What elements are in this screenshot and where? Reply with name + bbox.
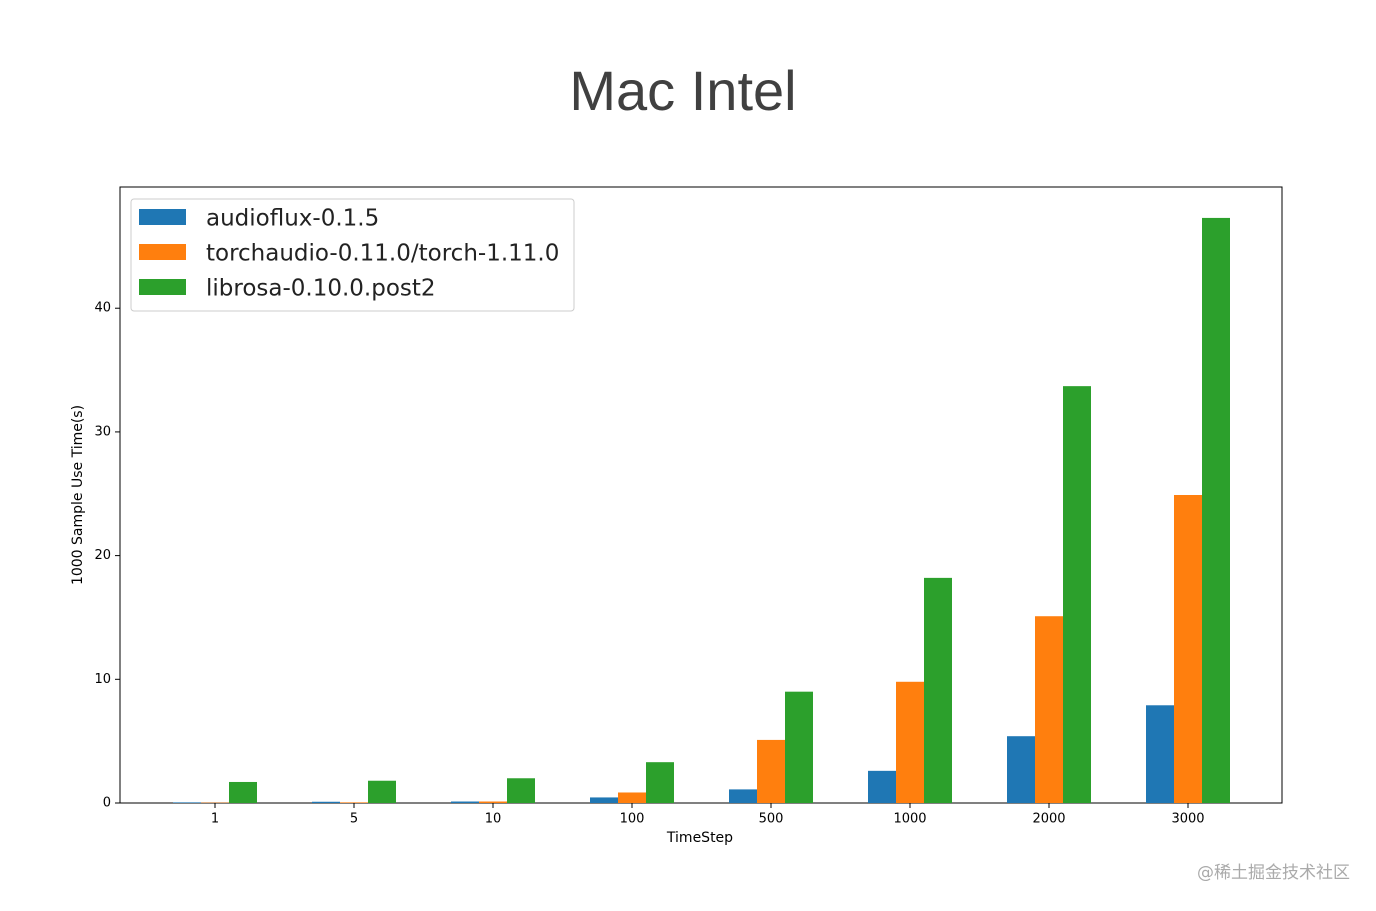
bar	[646, 762, 674, 803]
legend-label: librosa-0.10.0.post2	[206, 276, 436, 302]
y-tick-label: 10	[94, 672, 111, 687]
bar	[618, 792, 646, 803]
bar	[785, 692, 813, 803]
legend-swatch	[139, 209, 186, 225]
bar	[312, 802, 340, 803]
y-tick-label: 30	[94, 424, 111, 439]
x-axis-label: TimeStep	[666, 830, 733, 846]
x-tick-label: 1	[211, 812, 219, 827]
bar	[1063, 386, 1091, 803]
watermark: @稀土掘金技术社区	[1197, 863, 1350, 883]
bar	[1007, 736, 1035, 803]
bar	[173, 802, 201, 803]
x-tick-label: 2000	[1032, 812, 1065, 827]
x-tick-label: 5	[350, 812, 358, 827]
legend-swatch	[139, 244, 186, 260]
legend-label: audioflux-0.1.5	[206, 206, 379, 232]
x-tick-label: 500	[759, 812, 784, 827]
y-tick-label: 40	[94, 301, 111, 316]
y-tick-label: 0	[103, 796, 111, 811]
y-tick-label: 20	[94, 548, 111, 563]
bar	[451, 802, 479, 803]
bar	[1202, 218, 1230, 803]
bar	[924, 578, 952, 803]
bar	[229, 782, 257, 803]
bar	[757, 740, 785, 803]
bar	[1146, 705, 1174, 803]
bar	[896, 682, 924, 803]
bar	[507, 778, 535, 803]
bar	[368, 781, 396, 803]
y-axis-label: 1000 Sample Use Time(s)	[70, 405, 86, 585]
legend-swatch	[139, 279, 186, 295]
legend-label: torchaudio-0.11.0/torch-1.11.0	[206, 241, 559, 267]
x-tick-label: 10	[485, 812, 502, 827]
bar	[340, 802, 368, 803]
bar	[479, 802, 507, 803]
x-tick-label: 3000	[1171, 812, 1204, 827]
x-tick-label: 100	[620, 812, 645, 827]
bar	[590, 797, 618, 803]
bar	[868, 771, 896, 803]
x-tick-label: 1000	[893, 812, 926, 827]
bar	[729, 789, 757, 803]
bar	[1174, 495, 1202, 803]
chart-title: Mac Intel	[569, 59, 796, 122]
bar	[1035, 616, 1063, 803]
